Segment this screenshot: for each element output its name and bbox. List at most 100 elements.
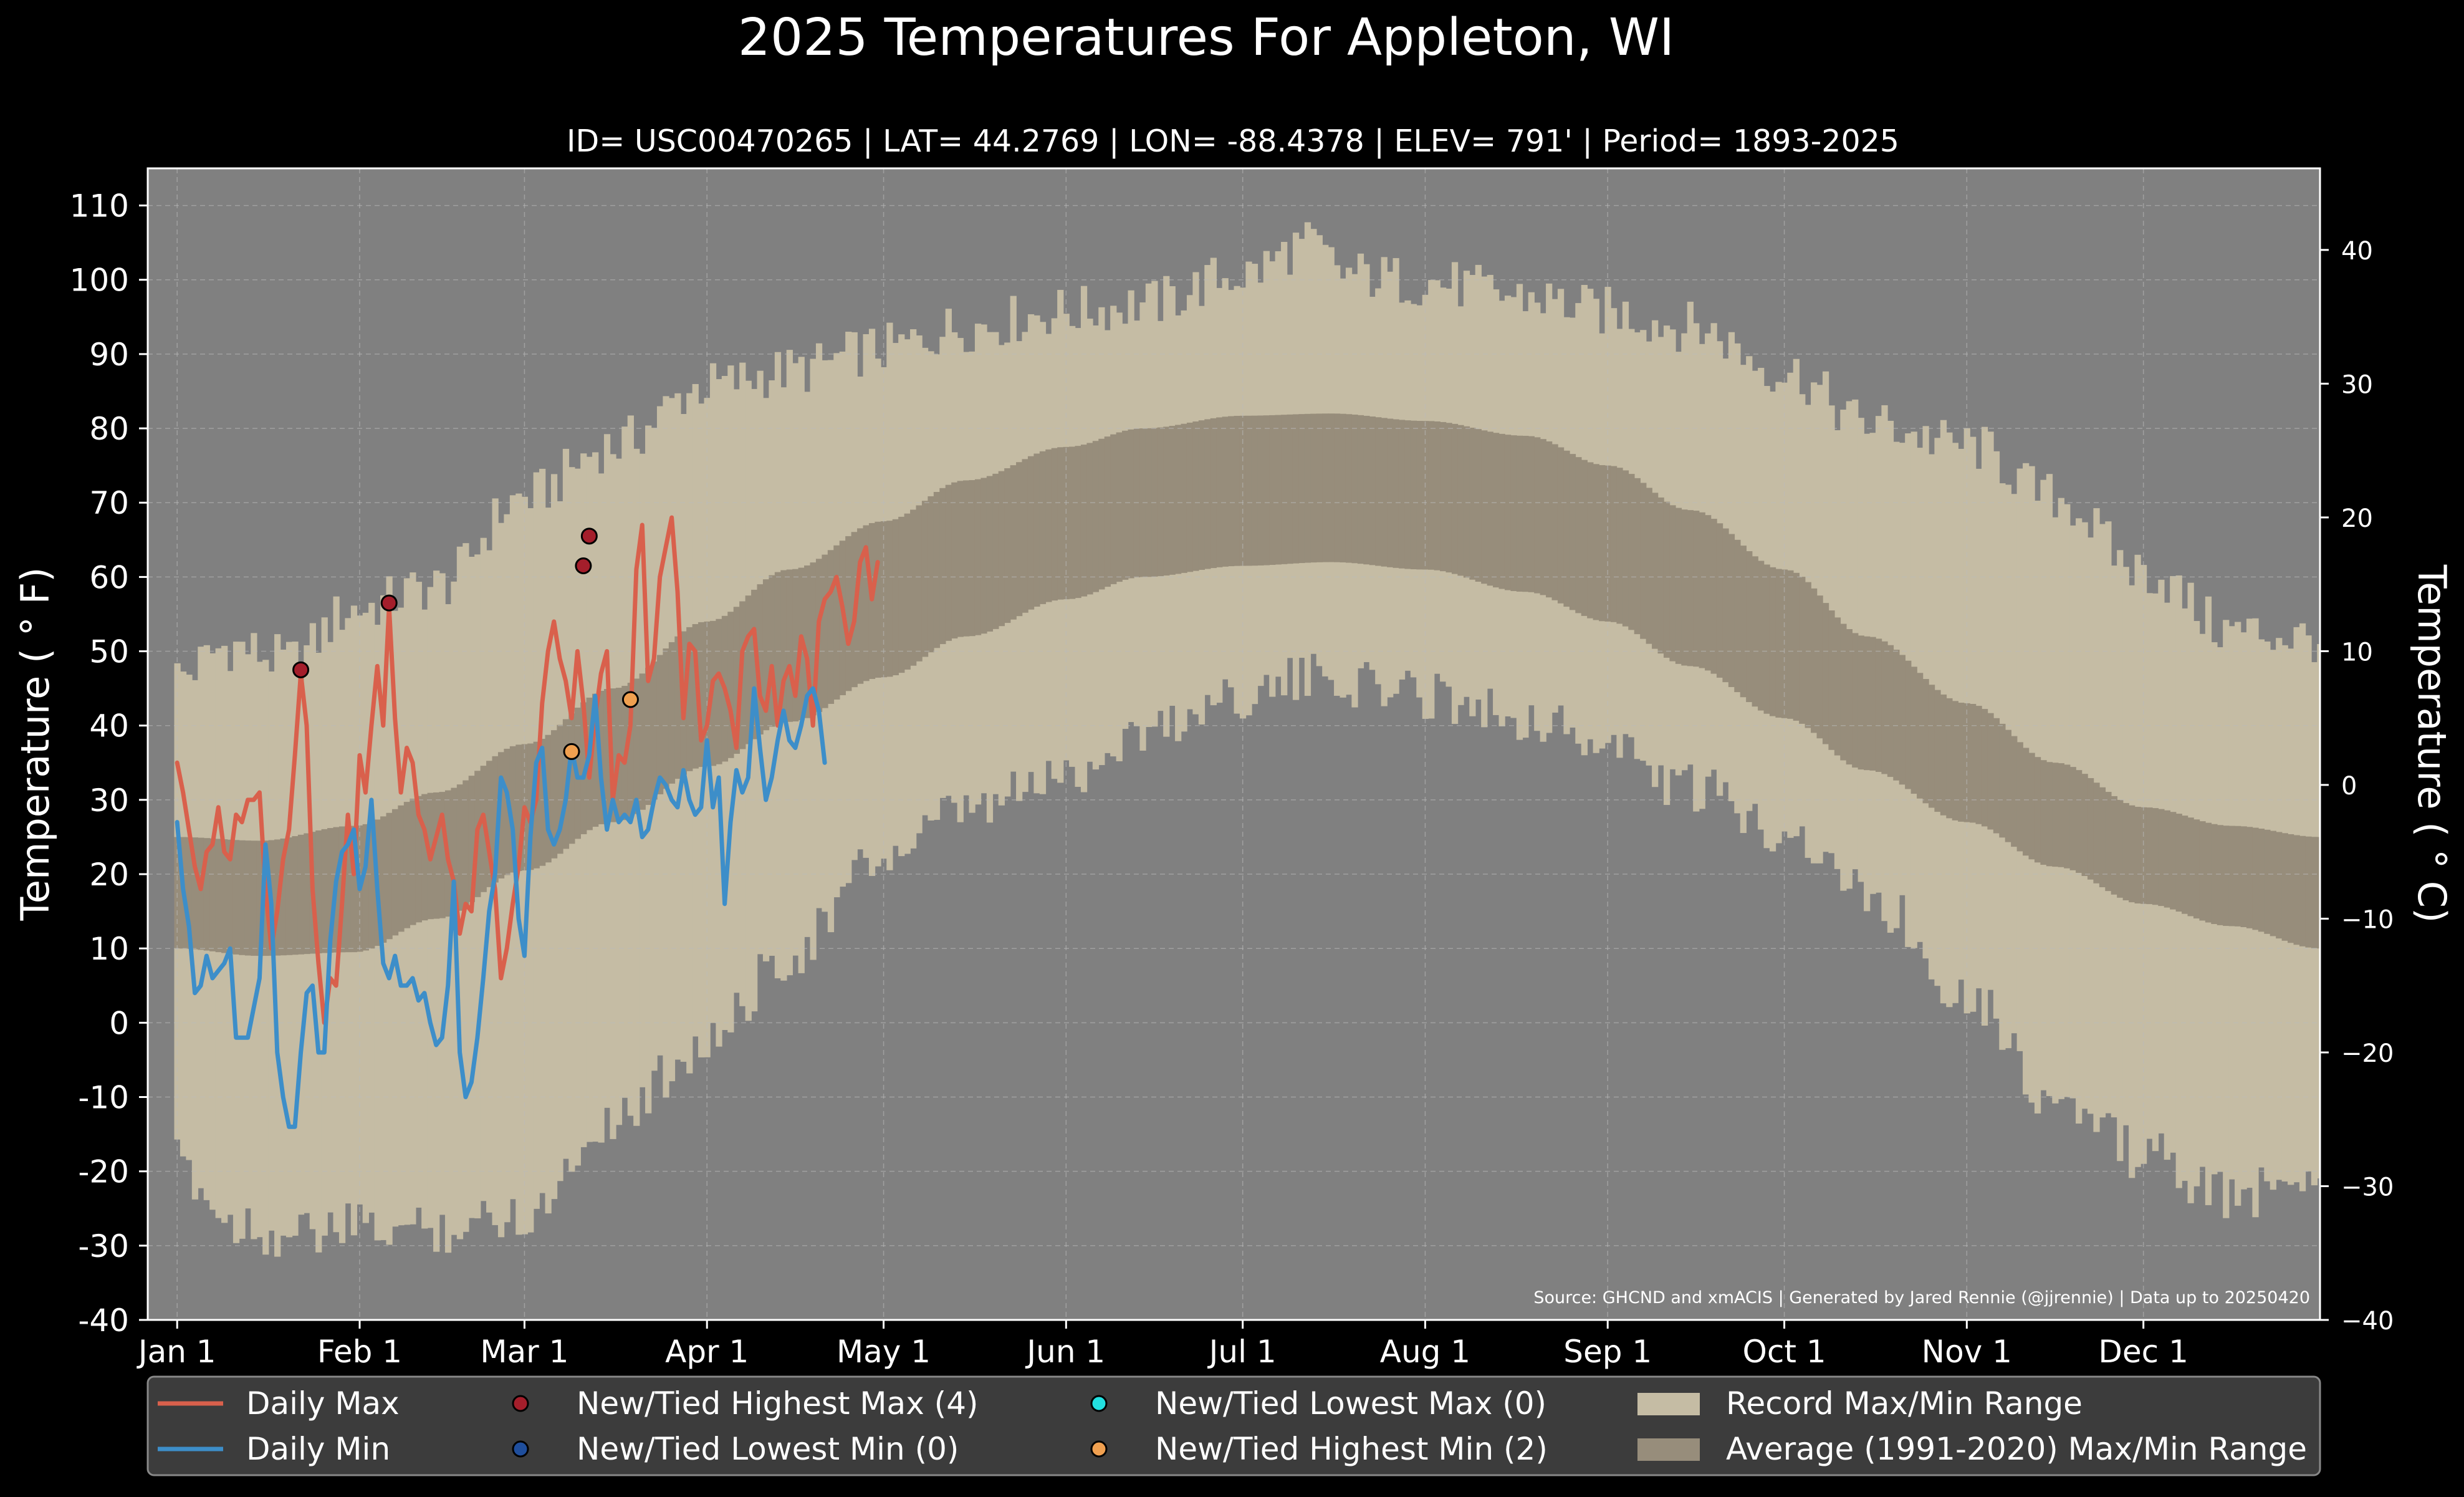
average-range-bar <box>1864 636 1871 771</box>
average-range-bar <box>1157 427 1164 577</box>
average-range-bar <box>545 734 552 863</box>
new-tied-highest-minmarker <box>563 743 580 760</box>
average-range-bar <box>391 809 399 936</box>
average-range-bar <box>1975 706 1982 824</box>
average-range-bar <box>1057 447 1064 600</box>
average-range-bar <box>1799 577 1806 724</box>
average-range-bar <box>1816 595 1823 739</box>
y2-tick-label: 30 <box>2341 370 2373 399</box>
average-range-bar <box>1557 447 1565 604</box>
average-range-bar <box>1363 415 1370 565</box>
average-range-bar <box>2170 812 2177 910</box>
average-range-bar <box>1681 509 1688 666</box>
average-range-bar <box>804 565 811 718</box>
average-range-bar <box>2005 729 2011 842</box>
average-range-bar <box>1304 413 1311 563</box>
y-tick-label: 20 <box>89 857 129 893</box>
average-range-bar <box>1634 478 1641 635</box>
average-range-bar <box>1010 465 1017 620</box>
record-range-bar <box>444 604 452 1253</box>
average-range-bar <box>1298 414 1305 564</box>
average-range-bar <box>1080 445 1088 597</box>
average-range-bar <box>1445 423 1452 573</box>
average-range-bar <box>215 839 222 953</box>
average-range-bar <box>792 569 799 722</box>
average-range-bar <box>486 761 493 887</box>
average-range-bar <box>1858 635 1864 770</box>
average-range-bar <box>1198 420 1206 570</box>
average-range-bar <box>822 554 828 708</box>
average-range-bar <box>1469 427 1476 580</box>
average-range-bar <box>1993 718 2000 834</box>
average-range-bar <box>2023 748 2030 856</box>
average-range-bar <box>1693 511 1700 667</box>
average-range-bar <box>2281 833 2288 941</box>
average-range-bar <box>492 756 499 883</box>
average-range-bar <box>1528 436 1535 592</box>
average-range-bar <box>1811 588 1818 733</box>
y-tick-label: 70 <box>89 485 129 521</box>
average-range-bar <box>2052 763 2059 867</box>
average-range-bar <box>2093 782 2100 883</box>
average-range-bar <box>1145 428 1153 577</box>
average-range-bar <box>1322 413 1329 562</box>
average-range-bar <box>380 816 387 943</box>
average-range-bar <box>1163 426 1170 576</box>
average-range-bar <box>1281 415 1288 564</box>
average-range-bar <box>1822 603 1829 744</box>
average-range-bar <box>1275 415 1282 565</box>
average-range-bar <box>1934 690 1941 812</box>
average-range-bar <box>1987 713 1994 830</box>
average-range-bar <box>1128 429 1134 579</box>
average-range-bar <box>945 484 952 641</box>
average-range-bar <box>1216 417 1223 567</box>
average-range-bar <box>2081 774 2088 877</box>
x-tick-label: Apr 1 <box>665 1334 749 1370</box>
average-range-bar <box>186 837 193 949</box>
average-range-bar <box>2228 826 2235 927</box>
legend-label: Daily Max <box>246 1385 400 1422</box>
y-tick-label: 80 <box>89 411 129 447</box>
average-range-bar <box>1004 468 1011 623</box>
x-tick-label: Jan 1 <box>137 1334 216 1370</box>
average-range-bar <box>2105 792 2112 892</box>
average-range-bar <box>280 838 287 956</box>
average-range-bar <box>974 479 982 635</box>
legend-label: Record Max/Min Range <box>1726 1385 2083 1422</box>
average-range-bar <box>1098 438 1105 590</box>
average-range-bar <box>1175 425 1182 574</box>
average-range-bar <box>1587 462 1594 619</box>
average-range-bar <box>1210 418 1217 569</box>
average-range-bar <box>1763 564 1770 714</box>
average-range-bar <box>1657 497 1664 654</box>
average-range-bar <box>1575 457 1582 614</box>
y-tick-label: 40 <box>89 708 129 744</box>
average-range-bar <box>1646 488 1652 644</box>
average-range-bar <box>951 482 958 638</box>
average-range-bar <box>456 784 464 911</box>
average-range-bar <box>1752 556 1758 707</box>
x-tick-label: Dec 1 <box>2098 1334 2188 1370</box>
average-range-bar <box>1451 423 1459 574</box>
average-range-bar <box>1287 414 1293 564</box>
new-tied-highest-minmarker <box>621 691 639 708</box>
average-range-bar <box>2182 816 2188 914</box>
chart-subtitle: ID= USC00470265 | LAT= 44.2769 | LON= -8… <box>567 123 1899 159</box>
y2-tick-label: 20 <box>2341 504 2373 533</box>
average-range-bar <box>1351 414 1358 564</box>
average-range-bar <box>1398 420 1406 569</box>
average-range-bar <box>239 840 246 955</box>
legend-label: New/Tied Highest Max (4) <box>577 1385 979 1422</box>
average-range-bar <box>2129 805 2136 903</box>
average-range-bar <box>2252 827 2259 930</box>
average-range-bar <box>886 521 893 677</box>
average-range-bar <box>1334 413 1341 562</box>
average-range-bar <box>863 525 870 681</box>
average-range-bar <box>221 839 228 953</box>
x-tick-label: Nov 1 <box>1922 1334 2012 1370</box>
average-range-bar <box>1387 418 1394 567</box>
average-range-bar <box>2152 808 2159 905</box>
average-range-bar <box>415 796 422 923</box>
average-range-bar <box>1940 694 1947 816</box>
average-range-area <box>174 413 2320 956</box>
